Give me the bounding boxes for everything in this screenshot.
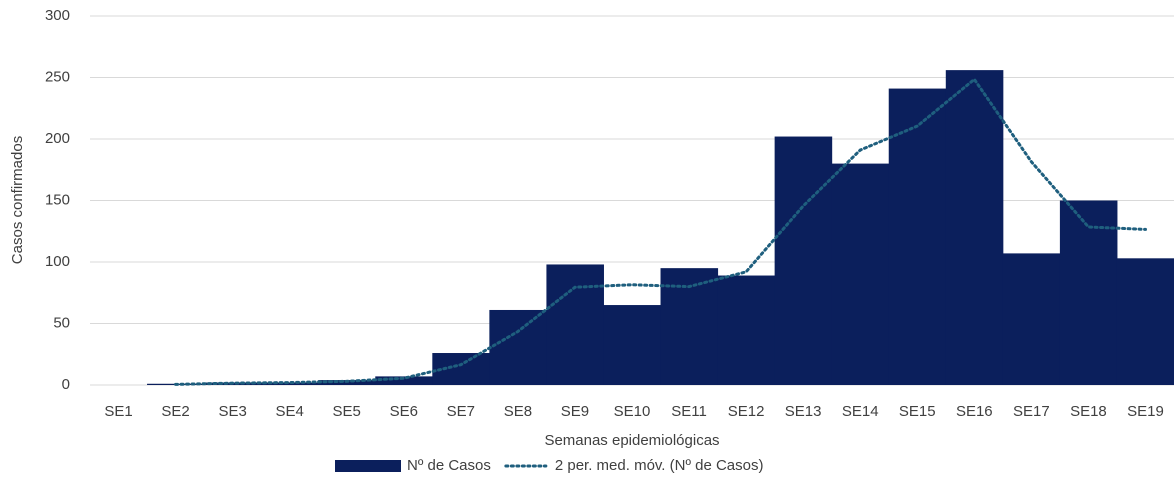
x-tick-label: SE1 (104, 403, 132, 420)
x-tick-label: SE10 (614, 403, 651, 420)
bar (774, 136, 833, 385)
bar (945, 70, 1004, 386)
x-tick-label: SE19 (1127, 403, 1164, 420)
x-tick-label: SE5 (333, 403, 361, 420)
x-tick-label: SE9 (561, 403, 589, 420)
bar (1002, 253, 1061, 385)
bar (432, 353, 490, 385)
x-axis-title: Semanas epidemiológicas (544, 432, 719, 449)
y-tick-label: 300 (45, 7, 70, 24)
x-tick-label: SE14 (842, 403, 879, 420)
x-tick-label: SE17 (1013, 403, 1050, 420)
y-tick-label: 250 (45, 68, 70, 85)
y-tick-label: 0 (62, 376, 70, 393)
legend-label: 2 per. med. móv. (Nº de Casos) (555, 457, 764, 474)
y-tick-label: 50 (53, 314, 70, 331)
x-tick-label: SE8 (504, 403, 532, 420)
bar (1116, 258, 1174, 385)
x-tick-label: SE12 (728, 403, 765, 420)
y-tick-label: 200 (45, 130, 70, 147)
x-tick-label: SE4 (276, 403, 304, 420)
x-tick-label: SE3 (218, 403, 246, 420)
moving-average-line (174, 77, 1147, 386)
legend-label: Nº de Casos (407, 457, 491, 474)
x-tick-label: SE6 (390, 403, 418, 420)
bar (888, 88, 947, 385)
bar (717, 275, 776, 385)
bar (831, 163, 890, 385)
bar (489, 309, 547, 385)
x-tick-label: SE18 (1070, 403, 1107, 420)
x-tick-label: SE15 (899, 403, 936, 420)
bar (375, 376, 433, 385)
y-axis-title: Casos confirmados (9, 136, 26, 264)
bar (261, 382, 319, 385)
y-tick-label: 150 (45, 191, 70, 208)
legend-swatch (335, 460, 401, 472)
x-tick-label: SE13 (785, 403, 822, 420)
x-tick-label: SE11 (671, 403, 707, 420)
x-tick-label: SE16 (956, 403, 993, 420)
x-tick-label: SE2 (161, 403, 189, 420)
bar (546, 264, 604, 385)
bar (1059, 200, 1118, 385)
y-tick-label: 100 (45, 253, 70, 270)
x-tick-label: SE7 (447, 403, 475, 420)
bar (603, 305, 662, 385)
